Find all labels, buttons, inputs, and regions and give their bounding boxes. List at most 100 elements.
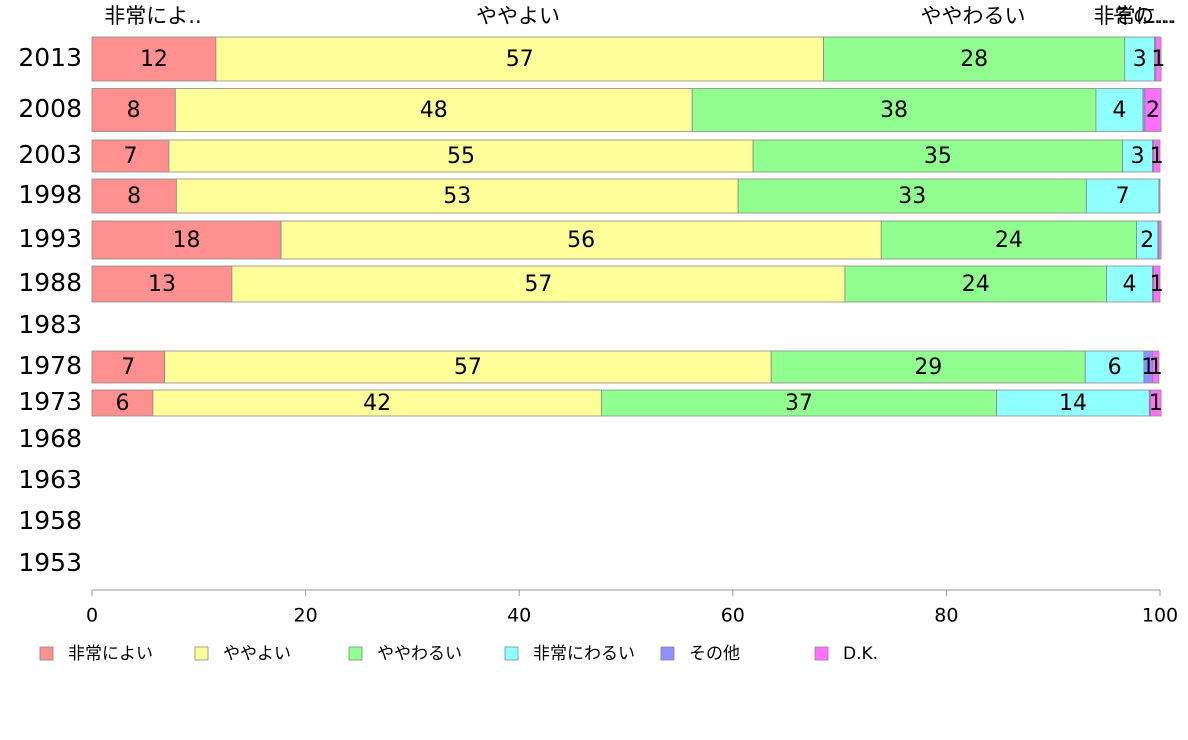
bar-segment — [175, 178, 739, 214]
legend-swatch — [814, 646, 829, 661]
bar-value-label: 3 — [1133, 47, 1147, 72]
bar-value-label: 6 — [115, 391, 129, 416]
category-label: 1963 — [18, 465, 82, 494]
bar-segment — [91, 139, 170, 173]
bar-value-label: 55 — [447, 144, 475, 169]
top-series-label: 非常に... — [1093, 4, 1176, 28]
bar-value-label: 4 — [1112, 98, 1126, 123]
legend-label: 非常にわるい — [533, 644, 635, 664]
bar-segment — [691, 88, 1097, 132]
bar-segment — [91, 36, 217, 82]
top-series-label: ややわるい — [921, 4, 1026, 28]
bar-value-label: 56 — [567, 228, 595, 253]
bar-segment — [1085, 178, 1160, 214]
bar-segment — [1153, 139, 1161, 173]
bar-value-label: 42 — [363, 391, 391, 416]
bar-segment — [280, 220, 882, 260]
bar-segment — [215, 36, 824, 82]
category-label: 1998 — [18, 180, 82, 209]
bar-segment — [1144, 88, 1162, 132]
legend-swatch — [504, 646, 519, 661]
bar-segment — [91, 220, 282, 260]
bar-segment — [996, 389, 1150, 417]
bar-segment — [168, 139, 754, 173]
bar-segment — [164, 350, 772, 384]
x-tick-label: 40 — [507, 605, 531, 627]
bar-segment — [1124, 36, 1156, 82]
bar-value-label: 1 — [1149, 391, 1163, 416]
bar-segment — [1158, 178, 1161, 214]
bar-segment — [152, 389, 602, 417]
bar-value-label: 1 — [1149, 355, 1163, 380]
category-label: 2003 — [18, 140, 82, 169]
bar-value-label: 1 — [1141, 355, 1155, 380]
bar-value-label: 14 — [1059, 391, 1087, 416]
bar-value-label: 24 — [962, 272, 990, 297]
bar-value-label: 1 — [1150, 272, 1164, 297]
bar-value-label: 7 — [1116, 184, 1130, 209]
bar-segment — [1153, 265, 1161, 303]
bar-value-label: 35 — [924, 144, 952, 169]
bar-segment — [1106, 265, 1153, 303]
bar-value-label: 8 — [127, 184, 141, 209]
bar-value-label: 18 — [173, 228, 201, 253]
bar-segment — [174, 88, 693, 132]
bar-segment — [1122, 139, 1153, 173]
bar-segment — [1158, 220, 1162, 260]
bar-segment — [737, 178, 1087, 214]
bar-segment — [1155, 36, 1162, 82]
legend-swatch — [194, 646, 209, 661]
bar-segment — [231, 265, 846, 303]
category-label: 1953 — [18, 548, 82, 577]
bar-value-label: 57 — [524, 272, 552, 297]
top-series-label: 非常によ.. — [104, 4, 201, 28]
legend-label: その他 — [689, 644, 740, 664]
bar-segment — [1149, 389, 1162, 417]
bar-value-label: 7 — [121, 355, 135, 380]
bar-segment — [91, 88, 176, 132]
top-series-label: ややよい — [476, 4, 560, 28]
x-tick-label: 80 — [934, 605, 958, 627]
bar-value-label: 1 — [1150, 144, 1164, 169]
legend-swatch — [39, 646, 54, 661]
bar-value-label: 2 — [1140, 228, 1154, 253]
bar-segment — [1152, 350, 1160, 384]
x-tick-label: 20 — [294, 605, 318, 627]
bar-value-label: 57 — [506, 47, 534, 72]
bar-value-label: 24 — [995, 228, 1023, 253]
legend-label: ややわるい — [377, 644, 462, 664]
bar-segment — [752, 139, 1124, 173]
bar-value-label: 7 — [123, 144, 137, 169]
bar-segment — [91, 265, 233, 303]
bar-segment — [1095, 88, 1144, 132]
bar-value-label: 4 — [1123, 272, 1137, 297]
bar-value-label: 28 — [960, 47, 988, 72]
bar-value-label: 13 — [148, 272, 176, 297]
legend-label: 非常によい — [68, 644, 153, 664]
bar-value-label: 6 — [1108, 355, 1122, 380]
bar-value-label: 33 — [898, 184, 926, 209]
category-label: 1988 — [18, 268, 82, 297]
bar-segment — [91, 178, 177, 214]
category-label: 1973 — [18, 387, 82, 416]
x-tick-label: 100 — [1142, 605, 1178, 627]
bar-value-label: 12 — [140, 47, 168, 72]
bar-value-label: 8 — [127, 98, 141, 123]
bar-value-label: 48 — [420, 98, 448, 123]
category-label: 1978 — [18, 351, 82, 380]
category-label: 1968 — [18, 424, 82, 453]
bar-value-label: 29 — [914, 355, 942, 380]
category-label: 1993 — [18, 224, 82, 253]
x-tick-label: 60 — [721, 605, 745, 627]
bar-value-label: 37 — [785, 391, 813, 416]
category-label: 1983 — [18, 310, 82, 339]
bar-value-label: 38 — [880, 98, 908, 123]
legend-label: ややよい — [223, 644, 291, 664]
bar-segment — [823, 36, 1126, 82]
category-label: 2008 — [18, 94, 82, 123]
bar-segment — [770, 350, 1086, 384]
category-label: 2013 — [18, 43, 82, 72]
x-tick-label: 0 — [86, 605, 98, 627]
